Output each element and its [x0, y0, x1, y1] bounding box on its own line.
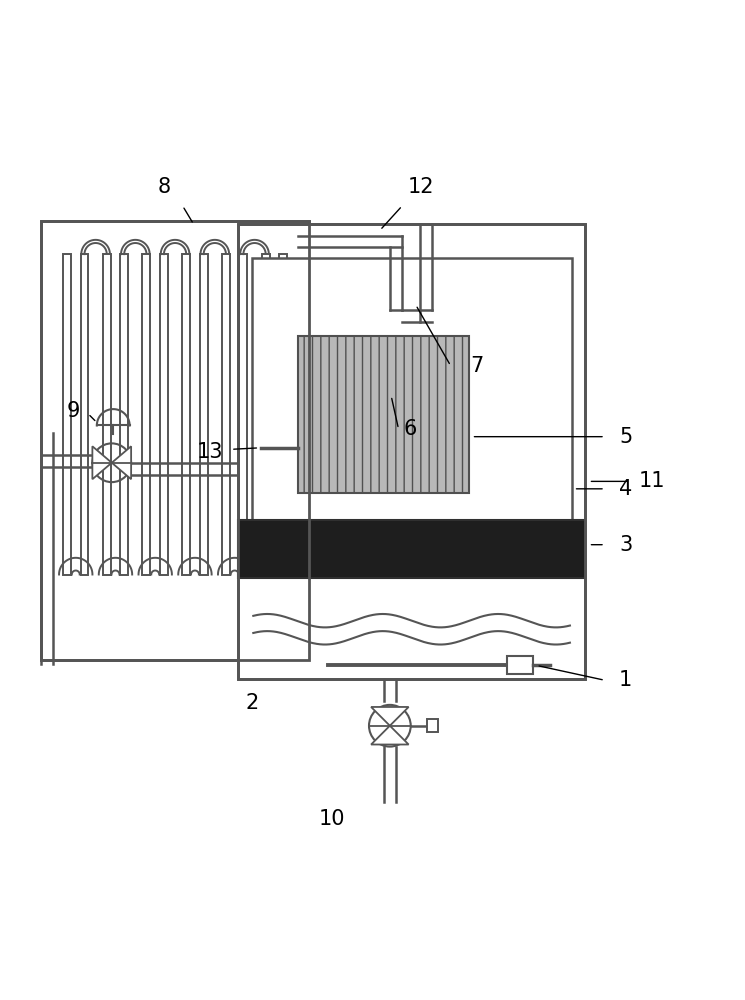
Bar [41, 221, 309, 660]
Bar [261, 254, 270, 574]
Polygon shape [112, 446, 131, 479]
Text: 3: 3 [619, 535, 633, 555]
Bar [41, 221, 309, 660]
Text: 13: 13 [197, 442, 224, 462]
Bar [160, 254, 168, 574]
Bar [142, 254, 150, 574]
Bar [298, 336, 469, 493]
Text: 4: 4 [619, 479, 633, 499]
Polygon shape [371, 726, 408, 745]
Bar [103, 254, 111, 574]
Bar [222, 254, 230, 574]
Bar [183, 254, 190, 574]
Bar [427, 719, 437, 732]
Bar [80, 254, 89, 574]
Text: 10: 10 [318, 809, 345, 829]
Bar [239, 254, 247, 574]
Bar [238, 520, 585, 578]
Text: 6: 6 [403, 419, 416, 439]
Text: 2: 2 [245, 693, 259, 713]
Bar [238, 224, 585, 679]
Bar [63, 254, 71, 574]
Bar [120, 254, 128, 574]
Bar [200, 254, 208, 574]
Text: 1: 1 [619, 670, 633, 690]
Bar [238, 224, 585, 679]
Text: 7: 7 [470, 356, 484, 376]
Text: 5: 5 [619, 427, 633, 447]
Bar [279, 254, 287, 574]
Polygon shape [371, 707, 408, 726]
Bar [507, 656, 533, 674]
Bar [252, 258, 572, 522]
Text: 9: 9 [66, 401, 80, 421]
Text: 12: 12 [408, 177, 434, 197]
Text: 8: 8 [157, 177, 171, 197]
Polygon shape [92, 446, 112, 479]
Text: 11: 11 [638, 471, 665, 491]
